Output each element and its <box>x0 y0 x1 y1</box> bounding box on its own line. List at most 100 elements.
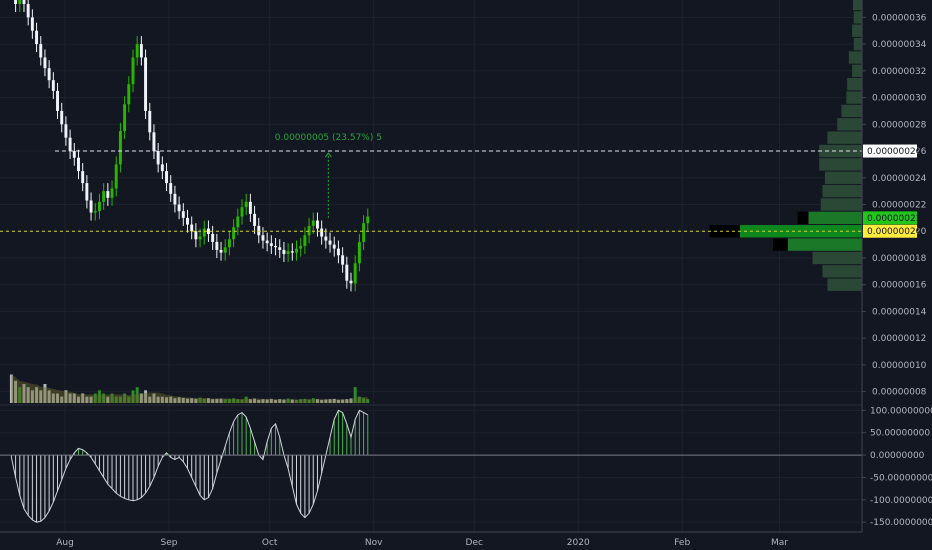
profile-bin <box>853 11 862 24</box>
volume-bar <box>26 387 30 403</box>
volume-bar <box>22 384 26 403</box>
candle <box>102 191 106 202</box>
candle <box>47 68 51 81</box>
candle <box>253 213 257 226</box>
volume-bar <box>160 396 164 403</box>
volume-ma-area <box>11 374 368 403</box>
price-tick-label: 0.00000032 <box>872 67 926 77</box>
price-tick-label: 0.00000036 <box>872 13 927 23</box>
measure-arrow-head <box>324 152 332 158</box>
profile-bin <box>808 211 862 225</box>
osc-tick-label: -100.00000000 <box>870 496 932 506</box>
volume-bar <box>353 387 357 403</box>
oscillator-histogram <box>0 409 862 523</box>
poc-price-tag-bg <box>863 224 917 238</box>
last-price-tag: 0.00000021 <box>867 214 921 224</box>
candle <box>160 164 164 172</box>
candle <box>261 235 265 241</box>
candle <box>274 245 278 248</box>
profile-bin <box>812 251 862 265</box>
volume-bar <box>357 396 361 403</box>
osc-tick-label: 100.00000000 <box>870 406 932 416</box>
volume-bar <box>106 396 110 403</box>
candle <box>227 239 231 248</box>
candle <box>278 247 282 250</box>
oscillator-axis[interactable]: 100.00000000 50.00000000 0.00000000 -50.000… <box>862 406 932 528</box>
volume-bar <box>240 399 244 403</box>
volume-bar <box>341 399 345 403</box>
candle <box>240 207 244 217</box>
volume-bar <box>202 398 206 403</box>
volume-bar <box>232 398 236 403</box>
profile-bin <box>847 78 862 91</box>
time-axis[interactable]: Aug Sep Oct Nov Dec 2020 Feb Mar <box>56 538 788 548</box>
price-axis[interactable]: 0.00000036 0.00000034 0.00000032 0.00000030… <box>862 13 927 398</box>
measure-annotation-label: 0.00000005 (23.57%) 5 <box>275 133 382 143</box>
candle <box>81 171 85 184</box>
candle <box>236 216 240 228</box>
grid-layer <box>0 0 862 532</box>
time-tick-label: Dec <box>466 538 483 548</box>
volume-bar <box>303 398 307 403</box>
candle <box>72 151 76 158</box>
measure-high-price-tag-bg <box>863 144 917 158</box>
price-axis-panel[interactable] <box>862 0 932 550</box>
volume-bar <box>9 374 13 403</box>
candle <box>51 80 55 91</box>
time-tick-label: Nov <box>365 538 383 548</box>
candle <box>139 44 143 58</box>
volume-bar <box>190 398 194 403</box>
candle <box>290 251 294 253</box>
volume-bar <box>35 387 39 403</box>
candle <box>85 183 89 201</box>
volume-bar <box>181 397 185 403</box>
price-tick-label: 0.00000016 <box>872 281 927 291</box>
volume-bar <box>139 393 143 403</box>
price-measure-tool[interactable]: 0.00000005 (23.57%) 5 <box>0 133 862 232</box>
profile-bin <box>827 278 862 291</box>
time-axis-panel[interactable] <box>0 532 932 550</box>
volume-bar <box>14 380 18 403</box>
candle <box>257 225 261 236</box>
candle <box>89 200 93 213</box>
candle <box>97 201 101 212</box>
price-tick-label: 0.00000028 <box>872 120 927 130</box>
osc-tick-label: 50.00000000 <box>870 429 930 439</box>
volume-bar <box>332 398 336 403</box>
profile-bin-down <box>772 238 788 251</box>
candle <box>232 227 236 240</box>
profile-bin <box>819 158 862 171</box>
volume-bar <box>118 396 122 403</box>
candle <box>39 44 43 58</box>
candle <box>181 211 185 218</box>
volume-bar <box>307 399 311 403</box>
profile-bin-down <box>797 211 809 225</box>
volume-bar <box>366 399 370 403</box>
candle <box>35 30 39 45</box>
candle <box>14 0 18 5</box>
volume-bar <box>131 390 135 403</box>
candle <box>26 4 30 18</box>
volume-bar <box>110 393 114 403</box>
volume-bar <box>51 393 55 403</box>
candle <box>357 241 361 264</box>
volume-bar <box>43 384 47 403</box>
candle <box>165 171 169 184</box>
candle <box>286 251 290 254</box>
volume-bar <box>47 390 51 403</box>
candle <box>362 223 366 242</box>
candle <box>349 280 353 284</box>
profile-bin <box>787 238 862 251</box>
candle <box>152 132 156 152</box>
candle <box>135 44 139 58</box>
profile-bin <box>852 64 862 78</box>
candle <box>311 220 315 226</box>
candle <box>244 201 248 208</box>
volume-bar <box>278 399 282 403</box>
volume-bar <box>177 397 181 403</box>
candle <box>127 84 131 105</box>
candle <box>190 224 194 232</box>
profile-bin <box>841 104 862 118</box>
